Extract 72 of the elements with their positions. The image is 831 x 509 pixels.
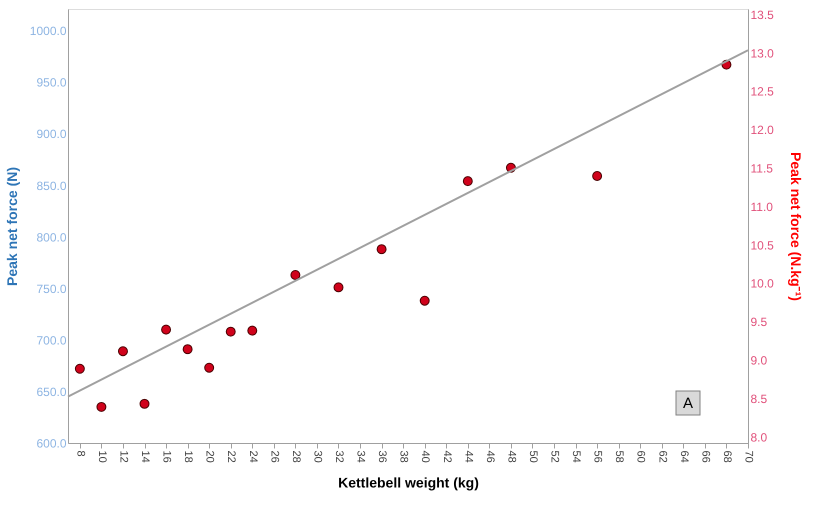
- y-tick-label: 800.0: [36, 230, 67, 244]
- point: [140, 398, 150, 409]
- point: [247, 326, 258, 336]
- x-tick-label: 44: [462, 450, 474, 463]
- x-tick-label: 34: [354, 450, 367, 463]
- y2-tick-label: 12.0: [750, 123, 774, 138]
- y2-tick-label: 9.5: [750, 315, 768, 330]
- x-tick-label: 48: [505, 450, 518, 463]
- y2-tick-label: 13.5: [750, 8, 774, 22]
- x-tick-label: 16: [160, 450, 173, 463]
- point: [182, 344, 193, 354]
- x-tick-label: 60: [634, 450, 647, 463]
- x-tick-label: 40: [419, 450, 432, 463]
- point: [74, 364, 85, 374]
- y2-tick-label: 8.5: [750, 392, 768, 406]
- x-tick-label: 18: [182, 450, 194, 463]
- y-tick-label: 700.0: [36, 333, 67, 348]
- x-tick-label: 26: [268, 450, 280, 463]
- y2-tick-label: 10.5: [750, 238, 774, 252]
- y2-tick-label: 9.0: [750, 354, 768, 368]
- point: [161, 324, 172, 335]
- x-tick-label: 70: [742, 450, 754, 463]
- y-tick-label: 1000.0: [30, 24, 67, 38]
- y-tick-label: 750.0: [36, 282, 67, 296]
- y2-tick-label: 11.0: [750, 200, 774, 214]
- x-tick-label: 56: [592, 450, 604, 463]
- x-tick-label: 36: [376, 450, 388, 463]
- y2-tick-label: 12.5: [750, 84, 774, 99]
- point: [96, 402, 106, 412]
- x-tick-label: 24: [246, 450, 259, 463]
- x-tick-label: 28: [290, 450, 302, 463]
- x-tick-label: 68: [720, 450, 733, 463]
- x-tick-label: 14: [139, 450, 152, 463]
- x-tick-label: 42: [440, 450, 453, 463]
- point: [226, 326, 236, 337]
- x-tick-label: 20: [204, 450, 216, 463]
- y-tick-label: 600.0: [36, 436, 67, 450]
- y2-tick-label: 10.0: [750, 276, 774, 291]
- y2-axis-title: Peak net force (N.kg⁻¹): [788, 152, 804, 301]
- point: [376, 244, 387, 254]
- x-tick-label: 46: [484, 450, 496, 463]
- x-tick-label: 64: [678, 450, 690, 463]
- x-tick-label: 50: [526, 450, 539, 463]
- point: [118, 346, 128, 356]
- x-tick-label: 38: [398, 450, 410, 463]
- point: [462, 176, 473, 186]
- x-tick-label: 30: [311, 450, 324, 463]
- x-tick-label: 66: [699, 450, 712, 463]
- x-tick-label: 32: [332, 450, 345, 463]
- x-tick-label: 12: [117, 450, 130, 463]
- y-tick-label: 650.0: [36, 384, 67, 399]
- annotation: A: [682, 395, 694, 412]
- x-tick-label: 62: [656, 450, 668, 463]
- point: [290, 270, 300, 280]
- y2-tick-label: 13.0: [750, 46, 774, 60]
- point: [334, 282, 344, 292]
- x-tick-label: 52: [548, 450, 561, 463]
- y-tick-label: 850.0: [36, 178, 67, 193]
- y2-tick-label: 8.0: [750, 430, 768, 444]
- y2-tick-label: 11.5: [750, 162, 774, 176]
- y-axis-title: Peak net force (N): [4, 166, 20, 286]
- x-tick-label: 22: [225, 450, 238, 463]
- point: [420, 296, 430, 306]
- y-tick-label: 950.0: [36, 76, 67, 90]
- x-tick-label: 58: [613, 450, 626, 463]
- x-tick-label: 54: [570, 450, 582, 463]
- x-axis-title: Kettlebell weight (kg): [338, 474, 479, 491]
- y-tick-label: 900.0: [36, 127, 67, 142]
- x-tick-label: 8: [74, 450, 86, 457]
- point: [592, 171, 602, 181]
- x-tick-label: 10: [96, 450, 108, 463]
- point: [204, 362, 214, 373]
